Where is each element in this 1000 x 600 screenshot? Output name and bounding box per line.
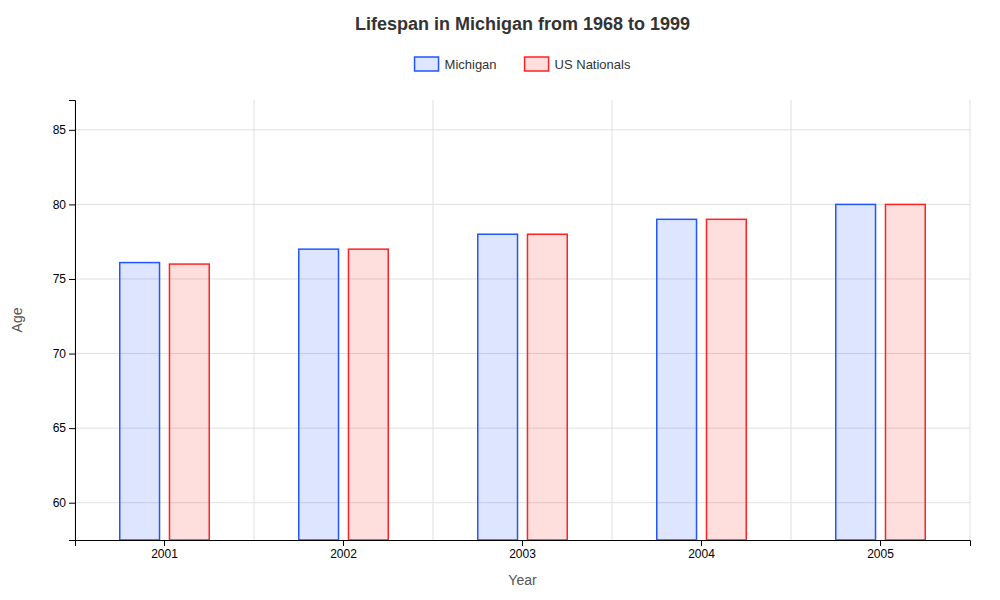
- chart: 2001 2002 2003 2004 2005 60 65 70 75 80 85 Lifespan…: [0, 0, 1000, 600]
- x-tick-label: 2005: [867, 547, 894, 561]
- group-separator: [970, 100, 971, 540]
- x-tick: 2001: [151, 540, 178, 561]
- series: [120, 204, 876, 540]
- group-separators: [75, 100, 970, 540]
- y-tick-mark: [69, 428, 75, 429]
- y-tick-label: 80: [53, 198, 67, 212]
- y-tick-label: 60: [53, 496, 67, 510]
- legend-label: US Nationals: [555, 57, 631, 72]
- legend-item: US Nationals: [525, 57, 631, 72]
- series: [169, 204, 925, 540]
- legend-swatch: [415, 57, 439, 71]
- x-tick-mark: [522, 540, 523, 546]
- y-tick-mark: [69, 503, 75, 504]
- x-axis-line: [76, 541, 971, 547]
- y-tick-label: 65: [53, 421, 67, 435]
- x-tick: 2003: [509, 540, 536, 561]
- bar: [299, 249, 339, 540]
- x-axis-title: Year: [508, 572, 537, 588]
- legend-item: Michigan: [415, 57, 497, 72]
- y-tick: 60: [53, 496, 75, 510]
- bar: [348, 249, 388, 540]
- y-tick: 85: [53, 123, 75, 137]
- x-tick-label: 2001: [151, 547, 178, 561]
- y-axis: 60 65 70 75 80 85: [53, 101, 76, 541]
- y-tick: 80: [53, 198, 75, 212]
- y-tick: 75: [53, 272, 75, 286]
- bars: [120, 204, 926, 540]
- group-separator: [612, 100, 613, 540]
- bar: [527, 234, 567, 540]
- y-tick-mark: [69, 354, 75, 355]
- x-axis: 2001 2002 2003 2004 2005: [76, 540, 971, 561]
- y-tick: 70: [53, 347, 75, 361]
- bar: [657, 219, 697, 540]
- y-tick-mark: [69, 279, 75, 280]
- y-tick-label: 70: [53, 347, 67, 361]
- bar: [706, 219, 746, 540]
- x-tick-label: 2004: [688, 547, 715, 561]
- title: Lifespan in Michigan from 1968 to 1999: [355, 14, 690, 34]
- legend: Michigan US Nationals: [415, 57, 631, 72]
- x-tick-label: 2003: [509, 547, 536, 561]
- x-tick: 2005: [867, 540, 894, 561]
- bar: [836, 204, 876, 540]
- group-separator: [433, 100, 434, 540]
- group-separator: [791, 100, 792, 540]
- bar: [169, 264, 209, 540]
- x-tick-mark: [164, 540, 165, 546]
- y-axis-title: Age: [9, 307, 25, 332]
- x-tick-mark: [343, 540, 344, 546]
- bar: [478, 234, 518, 540]
- y-tick-mark: [69, 204, 75, 205]
- legend-swatch: [525, 57, 549, 71]
- y-tick-label: 75: [53, 272, 67, 286]
- x-tick-mark: [880, 540, 881, 546]
- group-separator: [254, 100, 255, 540]
- y-axis-line: [69, 101, 76, 541]
- legend-label: Michigan: [445, 57, 497, 72]
- bar: [120, 263, 160, 540]
- x-tick-label: 2002: [330, 547, 357, 561]
- x-tick: 2002: [330, 540, 357, 561]
- y-tick-label: 85: [53, 123, 67, 137]
- grid-line: [75, 129, 970, 130]
- x-tick-mark: [701, 540, 702, 546]
- y-tick-mark: [69, 130, 75, 131]
- y-tick: 65: [53, 421, 75, 435]
- bar: [885, 204, 925, 540]
- plot: 2001 2002 2003 2004 2005 60 65 70 75 80 85: [53, 100, 971, 561]
- x-tick: 2004: [688, 540, 715, 561]
